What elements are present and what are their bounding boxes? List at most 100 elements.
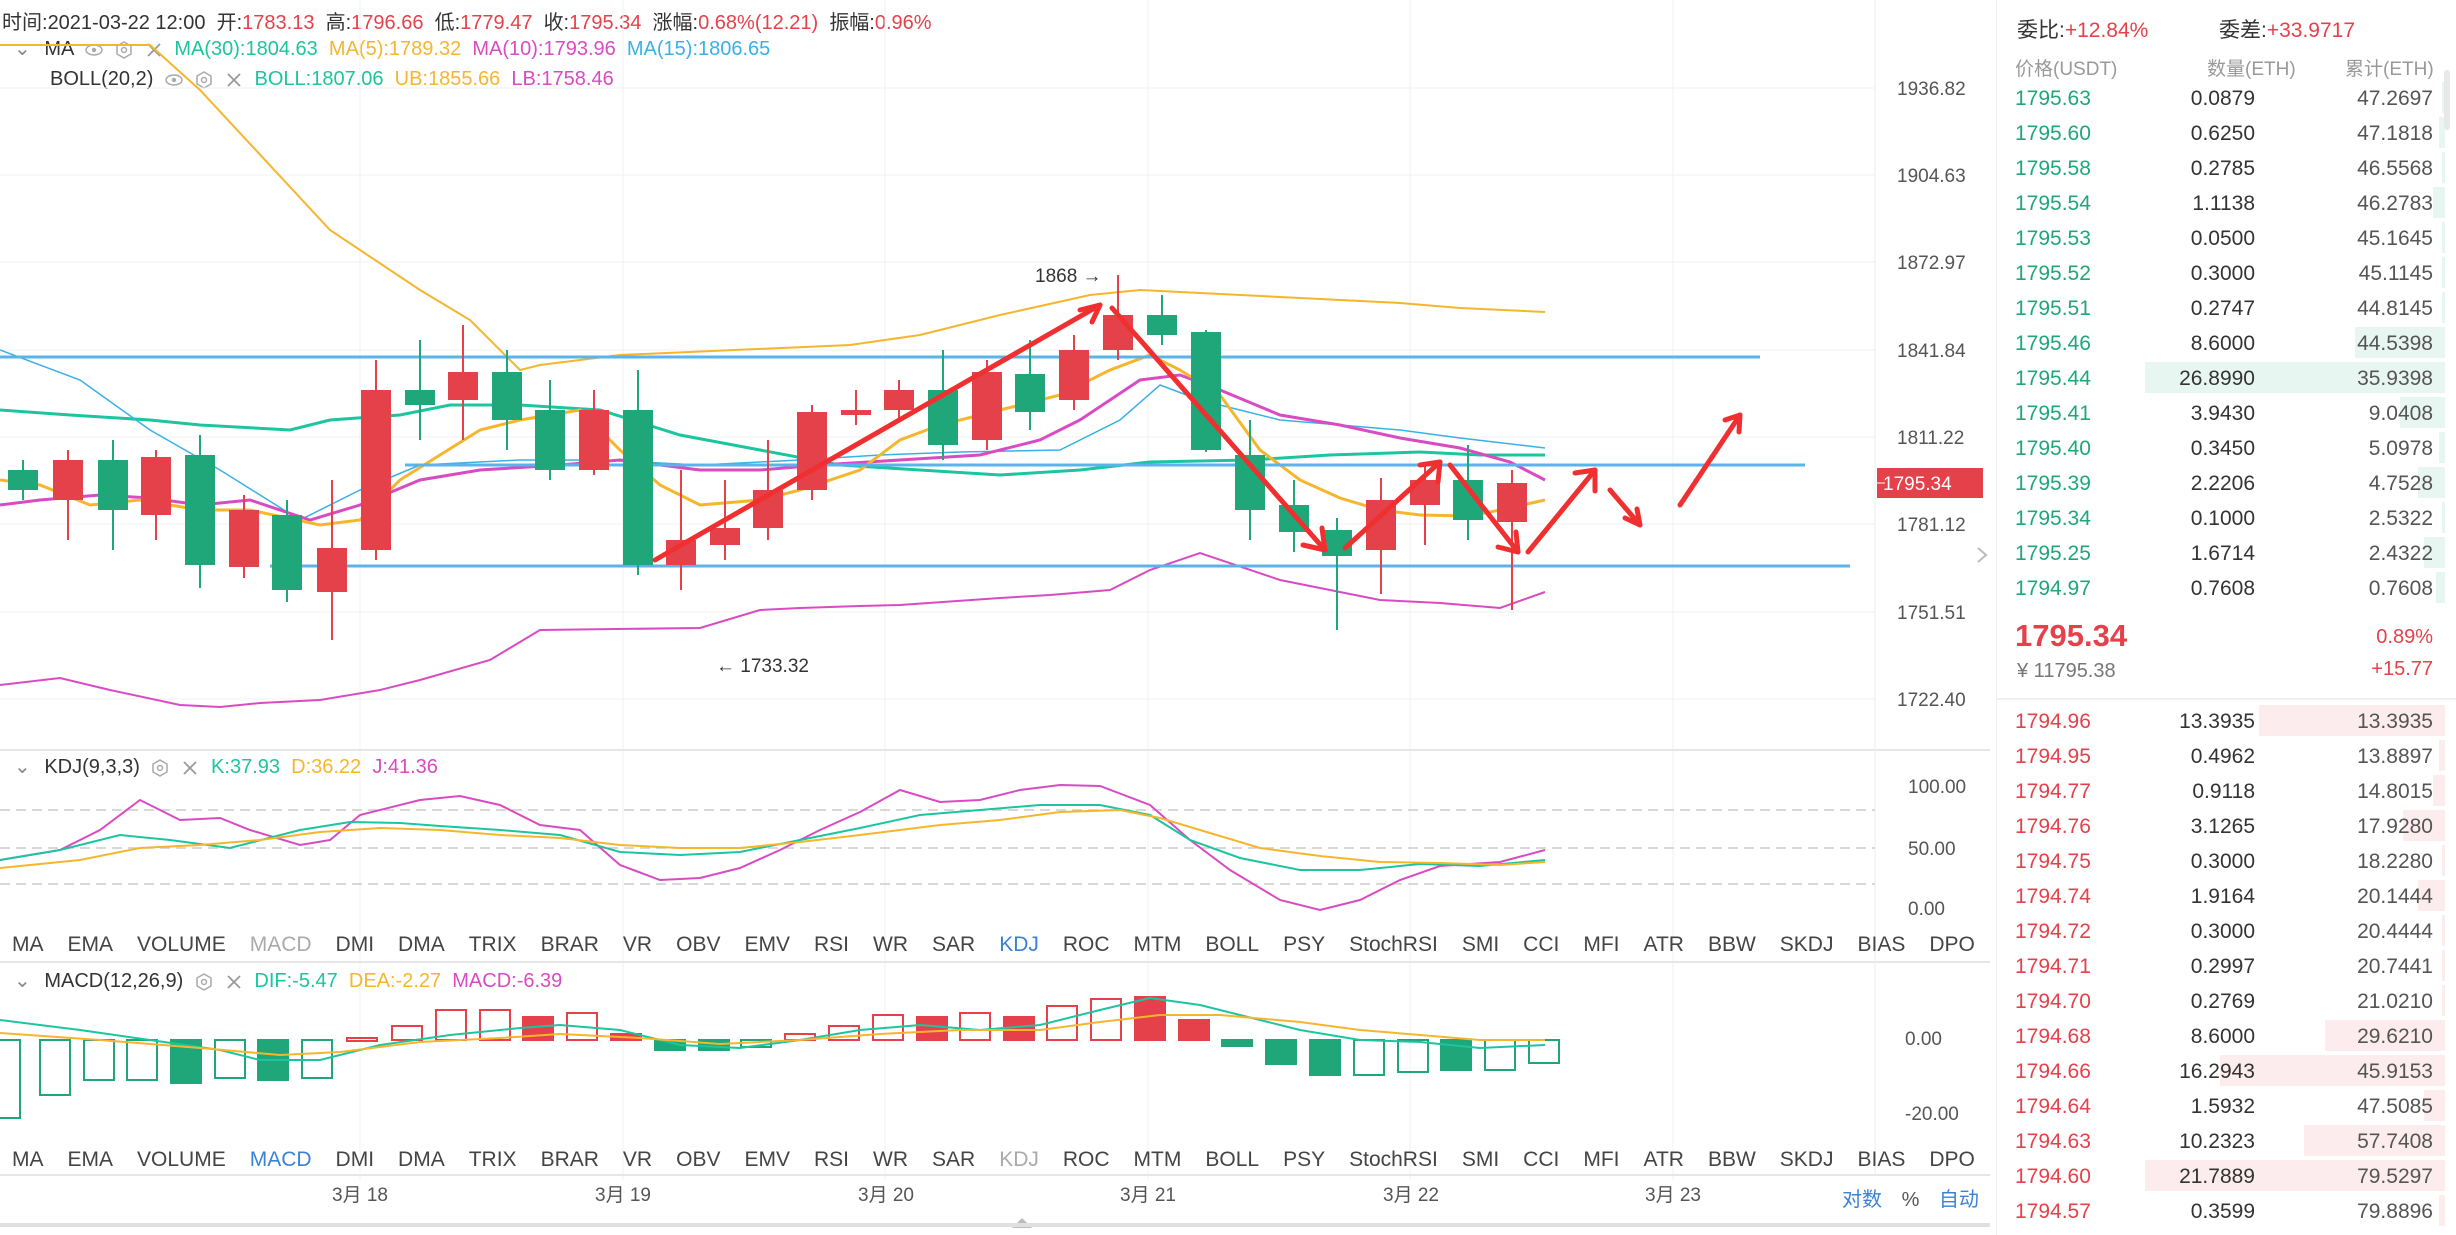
indicator-tab-sar[interactable]: SAR — [932, 1148, 976, 1171]
indicator-tab-ma[interactable]: MA — [12, 1148, 44, 1171]
indicator-tab-stochrsi[interactable]: StochRSI — [1349, 933, 1438, 956]
candle-body[interactable] — [317, 548, 347, 592]
indicator-tab-smi[interactable]: SMI — [1461, 933, 1500, 956]
close-icon[interactable] — [225, 71, 243, 89]
indicator-tab-smi[interactable]: SMI — [1461, 1148, 1500, 1171]
orderbook-row[interactable]: 1794.72 0.3000 20.4444 — [1997, 913, 2445, 948]
indicator-tab-wr[interactable]: WR — [873, 933, 908, 956]
indicator-tab-boll[interactable]: BOLL — [1205, 933, 1260, 956]
indicator-tab-mfi[interactable]: MFI — [1583, 933, 1620, 956]
price-axis[interactable]: 1936.82 1904.63 1872.97 1841.84 1811.22 1781.… — [1897, 79, 1966, 711]
percent-scale-button[interactable]: % — [1901, 1189, 1920, 1211]
orderbook-row[interactable]: 1795.34 0.1000 2.5322 — [1997, 500, 2445, 535]
orderbook-row[interactable]: 1794.97 0.7608 0.7608 — [1997, 570, 2445, 605]
indicator-tab-macd[interactable]: MACD — [249, 933, 312, 956]
indicator-tab-mfi[interactable]: MFI — [1583, 1148, 1620, 1171]
candle-body[interactable] — [1147, 315, 1177, 335]
indicator-tab-kdj[interactable]: KDJ — [999, 1148, 1039, 1171]
orderbook-row[interactable]: 1794.70 0.2769 21.0210 — [1997, 983, 2445, 1018]
indicator-tab-dpo[interactable]: DPO — [1929, 1148, 1975, 1171]
collapse-chevron-icon[interactable]: ⌄ — [14, 970, 31, 992]
candle-body[interactable] — [1191, 332, 1221, 450]
orderbook-row[interactable]: 1794.76 3.1265 17.9280 — [1997, 808, 2445, 843]
indicator-tab-cci[interactable]: CCI — [1523, 1148, 1560, 1171]
eye-icon[interactable] — [165, 71, 183, 89]
candle-body[interactable] — [492, 372, 522, 420]
orderbook-row[interactable]: 1795.25 1.6714 2.4322 — [1997, 535, 2445, 570]
candle-body[interactable] — [710, 528, 740, 545]
collapse-chevron-icon[interactable]: ⌄ — [14, 756, 31, 778]
indicator-tab-dma[interactable]: DMA — [398, 1148, 445, 1171]
candle-body[interactable] — [448, 372, 478, 400]
auto-scale-button[interactable]: 自动 — [1938, 1189, 1979, 1211]
indicator-tab-vr[interactable]: VR — [622, 933, 653, 956]
orderbook-row[interactable]: 1794.57 0.3599 79.8896 — [1997, 1193, 2445, 1228]
candle-body[interactable] — [623, 410, 653, 565]
indicator-tab-sar[interactable]: SAR — [932, 933, 976, 956]
candle-body[interactable] — [1015, 374, 1045, 412]
indicator-tab-ema[interactable]: EMA — [67, 1148, 114, 1171]
candle-body[interactable] — [272, 515, 302, 590]
candle-body[interactable] — [1497, 483, 1527, 522]
orderbook-row[interactable]: 1794.63 10.2323 57.7408 — [1997, 1123, 2445, 1158]
indicator-tab-dma[interactable]: DMA — [398, 933, 445, 956]
indicator-tab-roc[interactable]: ROC — [1062, 933, 1110, 956]
indicator-tab-rsi[interactable]: RSI — [813, 1148, 849, 1171]
indicator-tab-vr[interactable]: VR — [622, 1148, 653, 1171]
indicator-tab-bbw[interactable]: BBW — [1707, 1148, 1756, 1171]
indicator-tab-kdj[interactable]: KDJ — [999, 933, 1039, 956]
indicator-tab-stochrsi[interactable]: StochRSI — [1349, 1148, 1438, 1171]
indicator-tab-trix[interactable]: TRIX — [468, 933, 517, 956]
indicator-tab-psy[interactable]: PSY — [1283, 933, 1326, 956]
indicator-tab-mtm[interactable]: MTM — [1133, 933, 1182, 956]
orderbook-row[interactable]: 1794.68 8.6000 29.6210 — [1997, 1018, 2445, 1053]
orderbook-row[interactable]: 1795.52 0.3000 45.1145 — [1997, 255, 2445, 290]
orderbook-row[interactable]: 1794.66 16.2943 45.9153 — [1997, 1053, 2445, 1088]
indicator-tab-wr[interactable]: WR — [873, 1148, 908, 1171]
indicator-tab-bias[interactable]: BIAS — [1857, 1148, 1906, 1171]
candle-body[interactable] — [1059, 350, 1089, 400]
indicator-tab-emv[interactable]: EMV — [744, 1148, 790, 1171]
candle-body[interactable] — [405, 390, 435, 405]
indicator-tab-boll[interactable]: BOLL — [1205, 1148, 1260, 1171]
orderbook-row[interactable]: 1795.53 0.0500 45.1645 — [1997, 220, 2445, 255]
indicator-tab-bbw[interactable]: BBW — [1707, 933, 1756, 956]
close-icon[interactable] — [225, 973, 243, 991]
indicator-tab-obv[interactable]: OBV — [676, 933, 721, 956]
orderbook-row[interactable]: 1794.77 0.9118 14.8015 — [1997, 773, 2445, 808]
chevron-right-icon[interactable] — [1977, 547, 1988, 563]
indicator-tab-brar[interactable]: BRAR — [540, 1148, 599, 1171]
orderbook-row[interactable]: 1795.39 2.2206 4.7528 — [1997, 465, 2445, 500]
settings-icon[interactable] — [195, 972, 213, 991]
orderbook-row[interactable]: 1795.60 0.6250 47.1818 — [1997, 115, 2445, 150]
candle-body[interactable] — [972, 372, 1002, 440]
indicator-tab-atr[interactable]: ATR — [1643, 1148, 1684, 1171]
candle-body[interactable] — [98, 460, 128, 510]
orderbook-row[interactable]: 1795.63 0.0879 47.2697 — [1997, 80, 2445, 115]
candle-body[interactable] — [8, 470, 38, 490]
candle-body[interactable] — [841, 410, 871, 415]
indicator-tab-atr[interactable]: ATR — [1643, 933, 1684, 956]
candlestick-chart[interactable]: 1868 → ← 1733.32 1936.82 1904.63 1872.97 18… — [0, 0, 1990, 1235]
indicator-tab-volume[interactable]: VOLUME — [137, 933, 226, 956]
candle-body[interactable] — [579, 410, 609, 470]
candle-body[interactable] — [1103, 315, 1133, 350]
orderbook-row[interactable]: 1794.71 0.2997 20.7441 — [1997, 948, 2445, 983]
orderbook-row[interactable]: 1794.60 21.7889 79.5297 — [1997, 1158, 2445, 1193]
close-icon[interactable] — [181, 759, 199, 777]
indicator-tab-ma[interactable]: MA — [12, 933, 44, 956]
indicator-tab-skdj[interactable]: SKDJ — [1779, 933, 1834, 956]
indicator-tab-mtm[interactable]: MTM — [1133, 1148, 1182, 1171]
indicator-tab-brar[interactable]: BRAR — [540, 933, 599, 956]
candle-body[interactable] — [884, 390, 914, 410]
indicator-tab-volume[interactable]: VOLUME — [137, 1148, 226, 1171]
orderbook-row[interactable]: 1795.41 3.9430 9.0408 — [1997, 395, 2445, 430]
orderbook-scrollbar[interactable] — [2444, 70, 2450, 130]
indicator-tab-macd[interactable]: MACD — [249, 1148, 312, 1171]
candle-body[interactable] — [361, 390, 391, 550]
indicator-tab-obv[interactable]: OBV — [676, 1148, 721, 1171]
candle-body[interactable] — [229, 510, 259, 567]
indicator-tab-trix[interactable]: TRIX — [468, 1148, 517, 1171]
orderbook-row[interactable]: 1795.46 8.6000 44.5398 — [1997, 325, 2445, 360]
collapse-chevron-icon[interactable]: ⌄ — [14, 38, 31, 60]
